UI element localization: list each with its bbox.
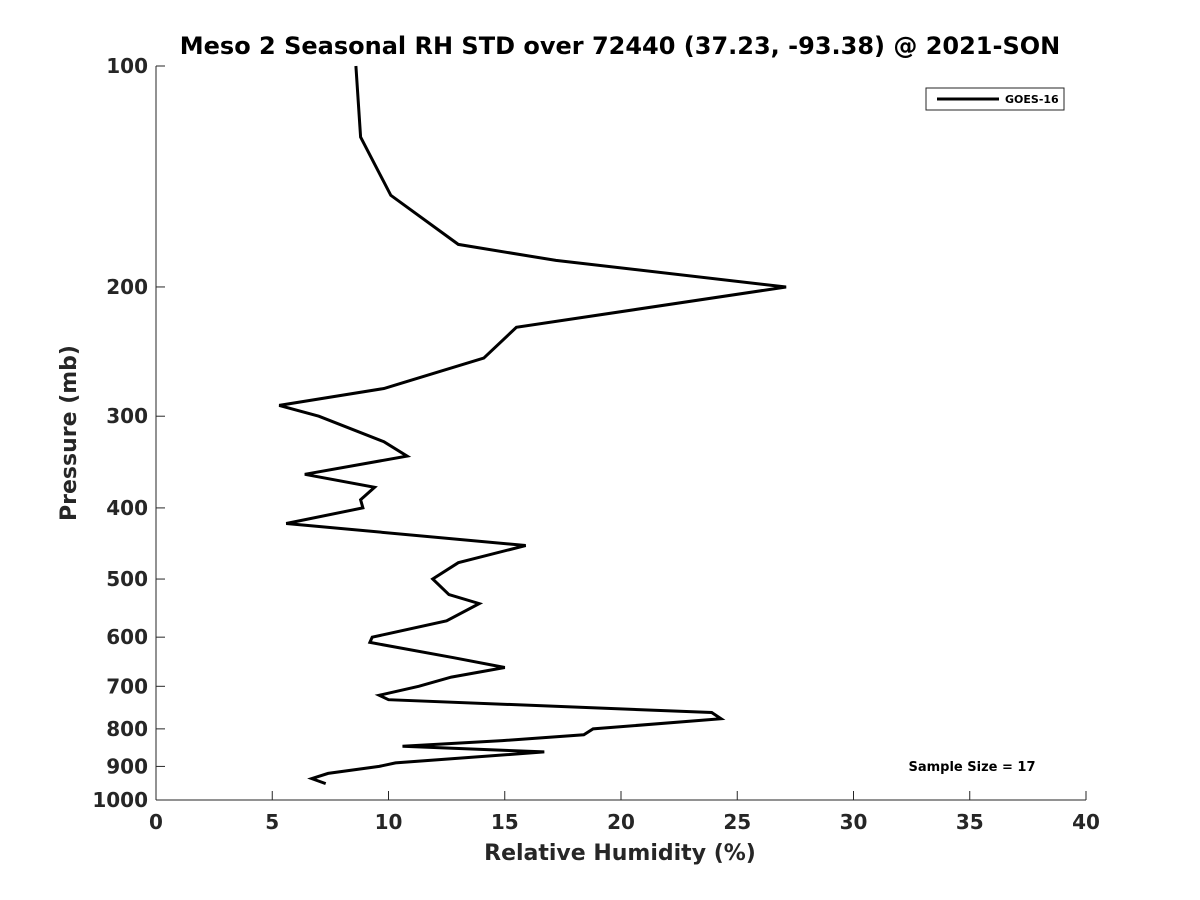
- series-layer: [278, 65, 787, 786]
- x-tick-label: 25: [723, 810, 751, 834]
- legend-label-goes-16: GOES-16: [1005, 93, 1059, 106]
- y-tick-label: 100: [106, 54, 148, 78]
- x-tick-label: 5: [265, 810, 279, 834]
- legend: GOES-16: [925, 87, 1065, 111]
- y-tick-label: 500: [106, 567, 148, 591]
- plot-area: [155, 66, 1086, 801]
- y-tick-label: 700: [106, 674, 148, 698]
- y-tick-label: 200: [106, 275, 148, 299]
- x-tick-label: 0: [149, 810, 163, 834]
- y-tick-label: 800: [106, 717, 148, 741]
- y-tick-label: 600: [106, 625, 148, 649]
- x-tick-label: 10: [375, 810, 403, 834]
- x-tick-label: 15: [491, 810, 519, 834]
- x-tick-label: 20: [607, 810, 635, 834]
- x-axis-ticks: 0 5 10 15 20 25 30 35 40: [149, 791, 1100, 834]
- y-axis-title: Pressure (mb): [57, 345, 82, 521]
- series-line-goes-16: [278, 65, 787, 786]
- chart-title: Meso 2 Seasonal RH STD over 72440 (37.23…: [180, 32, 1061, 60]
- y-tick-label: 300: [106, 404, 148, 428]
- x-axis-title: Relative Humidity (%): [484, 841, 756, 866]
- y-tick-label: 900: [106, 754, 148, 778]
- y-tick-label: 1000: [92, 788, 148, 812]
- sample-size-note: Sample Size = 17: [908, 760, 1035, 775]
- y-tick-label: 400: [106, 496, 148, 520]
- x-tick-label: 35: [956, 810, 984, 834]
- x-tick-label: 30: [840, 810, 868, 834]
- x-tick-label: 40: [1072, 810, 1100, 834]
- y-axis-ticks: 100 200 300 400 500 600 700 800 900 1000: [92, 54, 165, 812]
